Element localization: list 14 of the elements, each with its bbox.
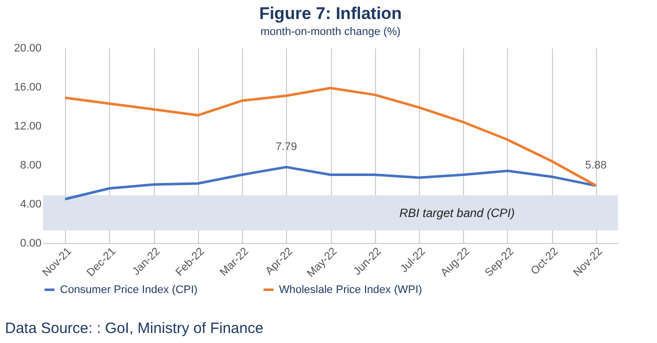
data-label: 7.79 [276,141,297,154]
chart-title: Figure 7: Inflation [259,4,402,23]
band-label: RBI target band (CPI) [399,206,515,220]
chart-subtitle: month-on-month change (%) [260,26,401,38]
y-tick-label: 8.00 [20,160,42,172]
y-tick-label: 0.00 [20,238,42,250]
legend-label: Wholeslale Price Index (WPI) [279,284,422,296]
source-note: Data Source: : GoI, Ministry of Finance [5,320,264,337]
data-label: 5.88 [585,160,607,172]
legend-label: Consumer Price Index (CPI) [60,284,198,296]
y-tick-label: 20.00 [14,42,42,54]
y-tick-label: 12.00 [14,120,42,132]
y-tick-label: 4.00 [20,198,42,210]
y-tick-label: 16.00 [14,82,42,94]
